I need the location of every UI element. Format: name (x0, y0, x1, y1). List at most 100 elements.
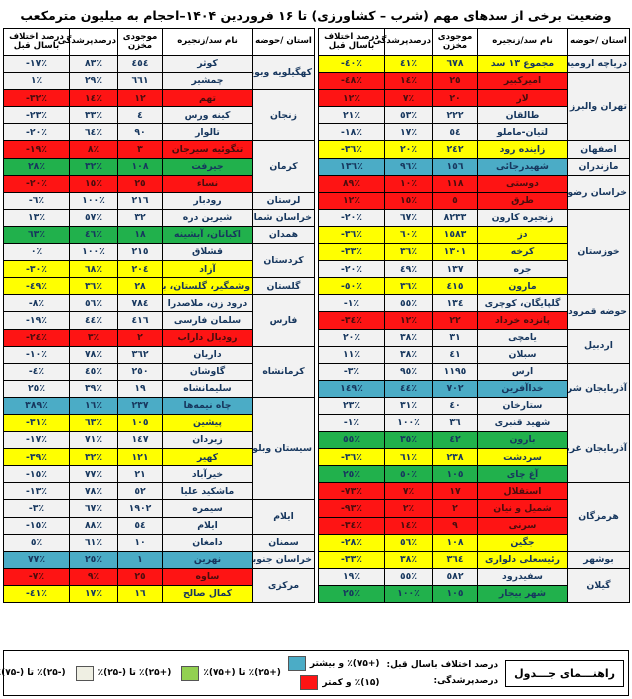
dam-name-cell: طرق (477, 191, 568, 210)
diff-percent-cell: ٦٣٪ (3, 225, 70, 245)
dam-name-cell: جیرفت (162, 157, 253, 176)
province-cell: خراسان شمالی (252, 208, 315, 227)
province-cell: اردبیل (567, 328, 630, 364)
volume-cell: ٩٠ (117, 123, 163, 142)
table-row: خوزستان زنجیره کارون ٨٢٣٣ ٦٧٪ -٢٠٪ (318, 208, 630, 296)
fill-percent-cell: ٥٥٪ (384, 567, 433, 586)
col-header-diff: درصد اختلاف باسال قبل (3, 28, 70, 56)
volume-cell: ١٩ (117, 379, 163, 398)
legend-item-blue: (+۷۵)٪ و بیشتر (287, 656, 380, 671)
volume-cell: ٢٥ (117, 174, 163, 193)
dam-name-cell: زاینده رود (477, 140, 568, 159)
dam-name-cell: زنجیره کارون (477, 208, 568, 227)
volume-cell: ٢١٥ (117, 243, 163, 262)
table-row: ماشکید علیا ٥٢ ٧٨٪ -١٣٪ (3, 482, 315, 501)
table-row: مازندران شهیدرجائی ١٥٦ ٩٦٪ ١٣٦٪ (318, 157, 630, 176)
legend-label: (+۲۵)٪ تا (+۷۵)٪ (203, 668, 281, 678)
fill-percent-cell: ١٠٠٪ (69, 243, 118, 262)
table-row: جره ١٣٧ ٤٩٪ -٢٠٪ (318, 260, 630, 279)
dam-name-cell: کمال صالح (162, 584, 253, 604)
volume-cell: ٣١ (432, 328, 478, 347)
col-header-fill: درصدپرشدگی (373, 28, 433, 56)
volume-cell: ٨٢٣٣ (432, 208, 478, 227)
province-cell: کردستان (252, 243, 315, 279)
diff-percent-cell: -٢٤٪ (3, 328, 70, 347)
volume-cell: ٢١٦ (117, 191, 163, 210)
dam-name-cell: مارون (477, 277, 568, 296)
volume-cell: ١٥٦ (432, 157, 478, 176)
volume-cell: ٢٣٧ (117, 396, 163, 415)
page-title: وضعیت برخی از سدهای مهم (شرب – کشاورزی) … (20, 8, 612, 23)
dam-name-cell: سفیدرود (477, 567, 568, 586)
fill-percent-cell: ٦٣٪ (69, 413, 118, 433)
volume-cell: ١٣٧ (432, 260, 478, 279)
volume-cell: ١٤٧ (117, 431, 163, 450)
volume-cell: ١٦ (117, 584, 163, 604)
table-row: مارون ٤١٥ ٣٦٪ -٥٠٪ (318, 277, 630, 296)
volume-cell: ٣ (117, 140, 163, 159)
fill-percent-cell: ٩٦٪ (384, 157, 433, 176)
table-row: دز ١٥٨٣ ٦٠٪ -٣٦٪ (318, 225, 630, 245)
fill-percent-cell: ٣٨٪ (384, 328, 433, 347)
table-header-row: استان /حوضه نام سد/زنجیره موجودی مخزن در… (318, 28, 630, 56)
diff-percent-cell: ٢٨٪ (3, 157, 70, 176)
volume-cell: ٢٠ (432, 89, 478, 108)
volume-cell: ١٧ (432, 482, 478, 501)
fill-percent-cell: ١٤٪ (69, 89, 118, 108)
province-cell: تهران والبرز (567, 72, 630, 142)
fill-percent-cell: ٥٣٪ (384, 106, 433, 125)
table-row: شهر بیجار ١٠٥ ١٠٠٪ ٢٥٪ (318, 584, 630, 604)
diff-percent-cell: -٧٪ (3, 567, 70, 586)
province-cell: آذربایجان شرقی (567, 362, 630, 415)
table-row: پیشین ١٠٥ ٦٣٪ -٣١٪ (3, 413, 315, 433)
table-row: کینه ورس ٤ ٣٣٪ -٢٣٪ (3, 106, 315, 125)
volume-cell: ١٥٨٣ (432, 225, 478, 245)
table-row: همدان اکباتان، آبشینه ١٨ ٤٦٪ ٦٣٪ (3, 225, 315, 245)
legend-fill-label: درصدپرشدگی: (433, 676, 499, 686)
volume-cell: ٢٢٢ (432, 106, 478, 125)
fill-percent-cell: ٦٠٪ (384, 225, 433, 245)
fill-percent-cell: ٨٪ (69, 140, 118, 159)
dam-name-cell: شهر بیجار (477, 584, 568, 604)
diff-percent-cell: -٦٪ (3, 191, 70, 210)
legend-diff-items: (+۲۵)٪ تا (+۷۵)٪ (+۲۵)٪ تا (-۲۵)٪ (-۲۵)٪ ت… (0, 665, 281, 681)
dam-name-cell: استقلال (477, 482, 568, 501)
diff-percent-cell: -٤٠٪ (318, 54, 385, 74)
volume-cell: ٦٦١ (117, 72, 163, 91)
diff-percent-cell: -٣٣٪ (318, 550, 385, 569)
fill-percent-cell: ٢٠٪ (384, 140, 433, 159)
diff-percent-cell: -١٩٪ (3, 140, 70, 159)
dam-name-cell: رودبار (162, 191, 253, 210)
table-row: سلمان فارسی ٤١٦ ٤٤٪ -١٩٪ (3, 311, 315, 330)
legend-swatch-white-icon (75, 665, 94, 681)
table-row: فارس درود زن، ملاصدرا ٧٨٤ ٥٦٪ -٨٪ (3, 294, 315, 347)
diff-percent-cell: -٢٠٪ (318, 260, 385, 279)
diff-percent-cell: ٢٥٪ (3, 379, 70, 398)
volume-cell: ٤٠ (432, 396, 478, 415)
fill-percent-cell: ٥٦٪ (69, 294, 118, 313)
volume-cell: ٢٤٢ (432, 140, 478, 159)
diff-percent-cell: -٤٩٪ (3, 277, 70, 296)
diff-percent-cell: ٢٥٪ (318, 465, 385, 484)
fill-percent-cell: ٥٦٪ (384, 533, 433, 552)
diff-percent-cell: -٣٣٪ (318, 243, 385, 262)
diff-percent-cell: -٣٪ (318, 362, 385, 381)
table-row: بوشهر رئیسعلی دلواری ٣٦٤ ٣٨٪ -٣٣٪ (318, 550, 630, 569)
table-row: سمنان دامغان ١٠ ٦١٪ ٥٪ (3, 533, 315, 552)
fill-percent-cell: ٤٦٪ (69, 225, 118, 245)
fill-percent-cell: ٤١٪ (384, 54, 433, 74)
dam-name-cell: کرخه (477, 243, 568, 262)
dam-name-cell: ستارخان (477, 396, 568, 415)
volume-cell: ١٣٤ (432, 294, 478, 313)
dam-name-cell: کینه ورس (162, 106, 253, 125)
volume-cell: ٤١٦ (117, 311, 163, 330)
diff-percent-cell: ٥٥٪ (318, 431, 385, 450)
fill-percent-cell: ٣٩٪ (69, 379, 118, 398)
legend-swatch-green-icon (181, 665, 200, 681)
dam-name-cell: جگین (477, 533, 568, 552)
fill-percent-cell: ٦٤٪ (69, 123, 118, 142)
volume-cell: ١ (117, 550, 163, 569)
dam-name-cell: رئیسعلی دلواری (477, 550, 568, 569)
fill-percent-cell: ١٦٪ (69, 396, 118, 415)
fill-percent-cell: ٣٢٪ (69, 448, 118, 467)
